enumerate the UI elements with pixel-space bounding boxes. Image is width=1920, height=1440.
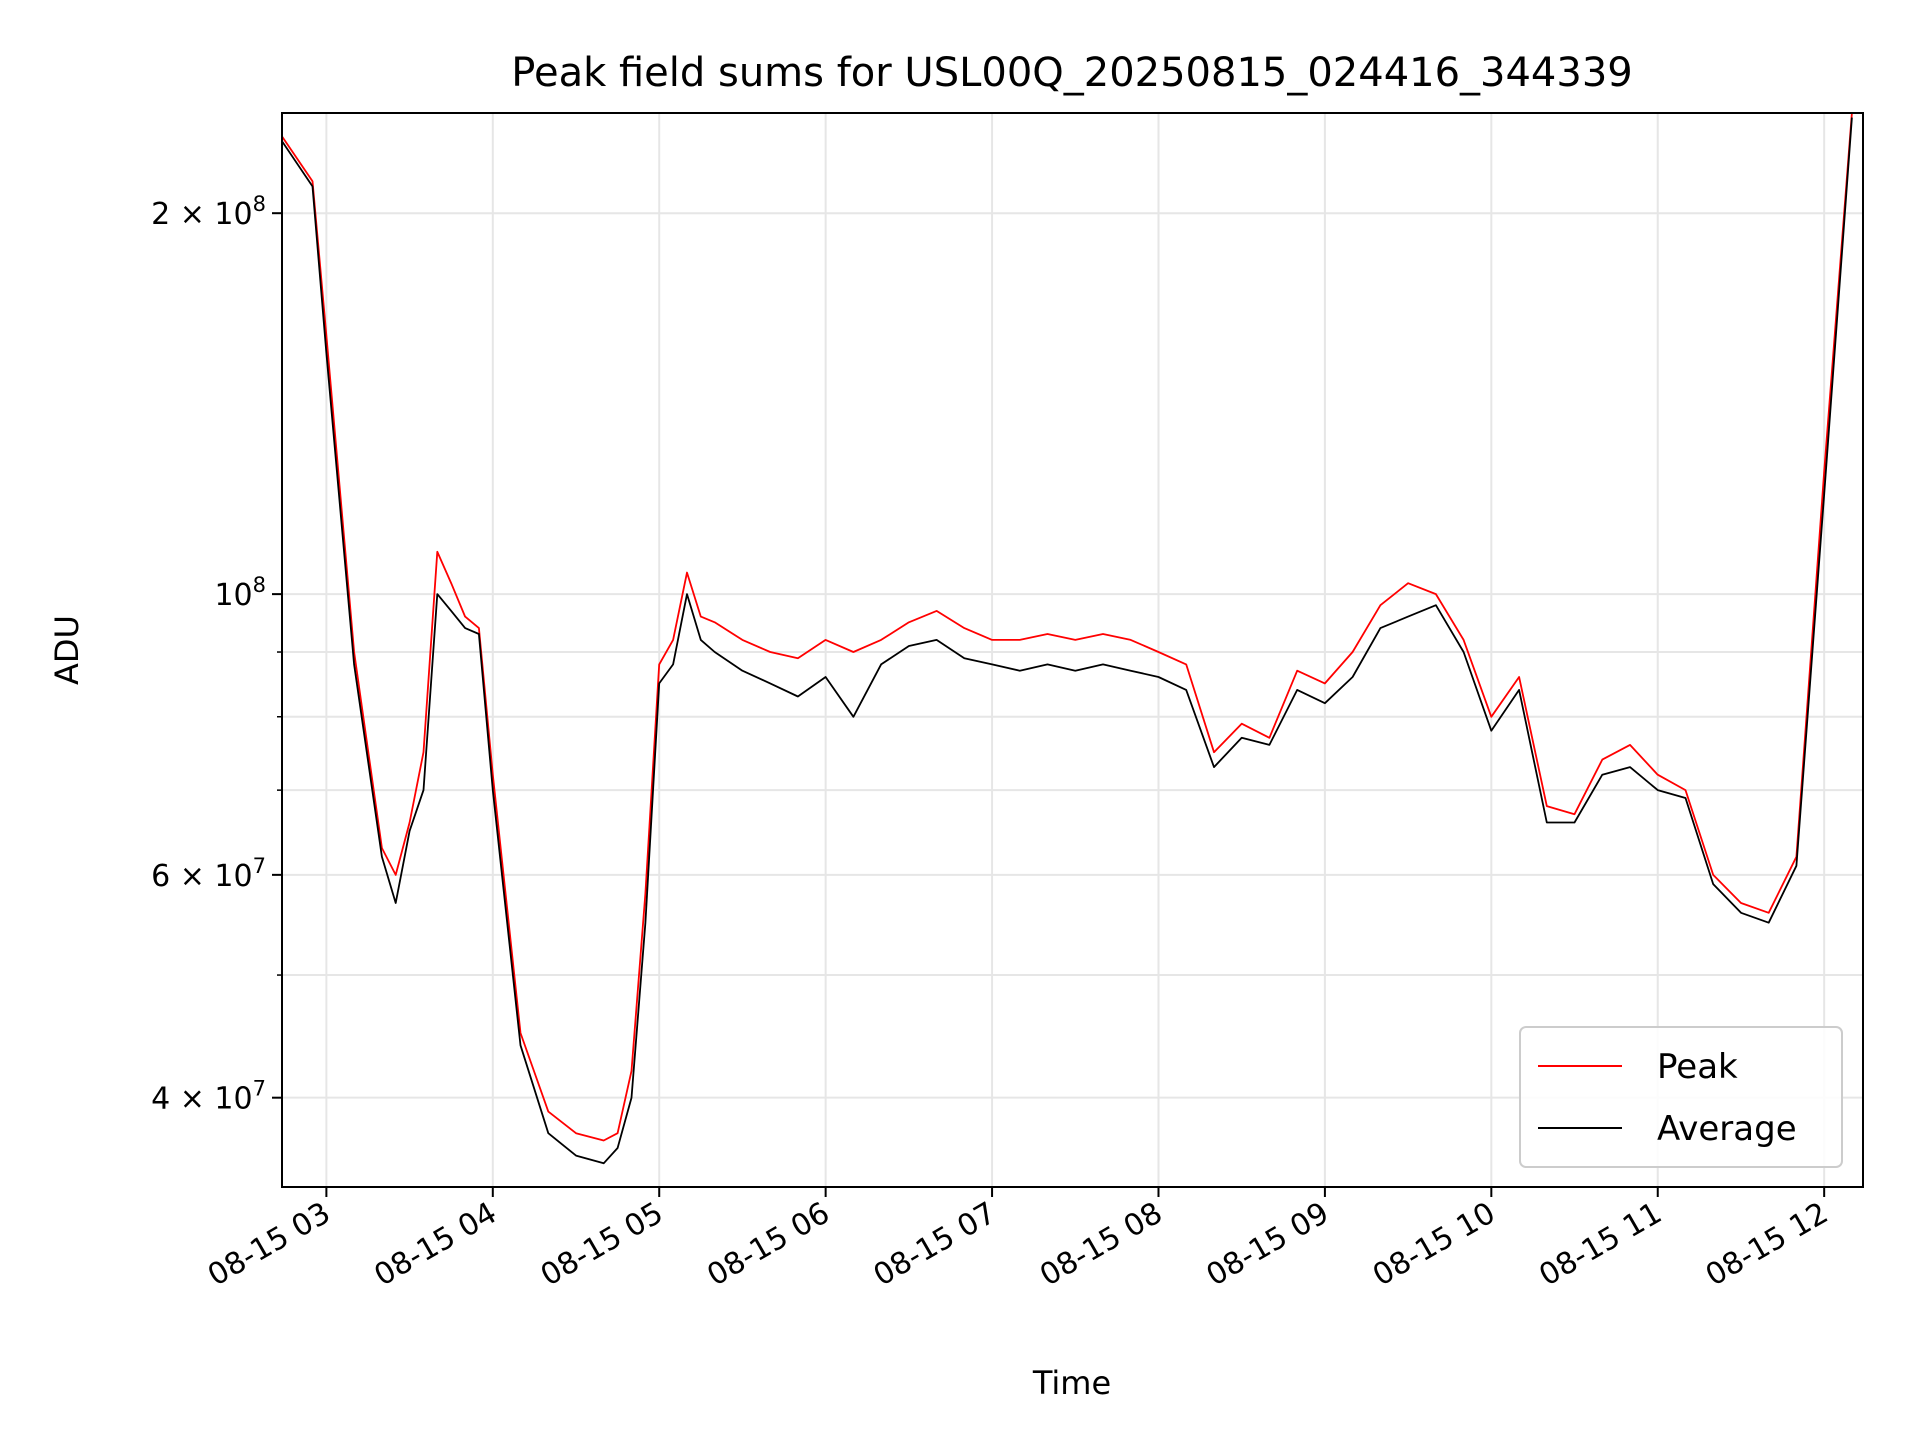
y-axis: 4 × 107 6 × 107 108 2 × 108 [151, 192, 282, 1117]
legend: Peak Average [1519, 1026, 1843, 1168]
series-line-average [282, 117, 1853, 1165]
legend-label-peak: Peak [1657, 1047, 1738, 1087]
series-layer [282, 113, 1853, 1165]
legend-label-average: Average [1657, 1109, 1797, 1149]
chart-title: Peak field sums for USL00Q_20250815_0244… [511, 50, 1632, 96]
series-line-peak [282, 113, 1853, 1142]
y-axis-title: ADU [48, 615, 86, 685]
legend-box [1519, 1026, 1843, 1168]
x-axis-title: Time [1032, 1364, 1111, 1402]
y-tick-label: 2 × 108 [151, 192, 266, 232]
plot-frame [281, 112, 1864, 1188]
y-tick-label: 4 × 107 [151, 1077, 266, 1117]
y-tick-label: 108 [214, 573, 266, 613]
grid [282, 113, 1863, 1187]
y-tick-label: 6 × 107 [151, 854, 266, 894]
